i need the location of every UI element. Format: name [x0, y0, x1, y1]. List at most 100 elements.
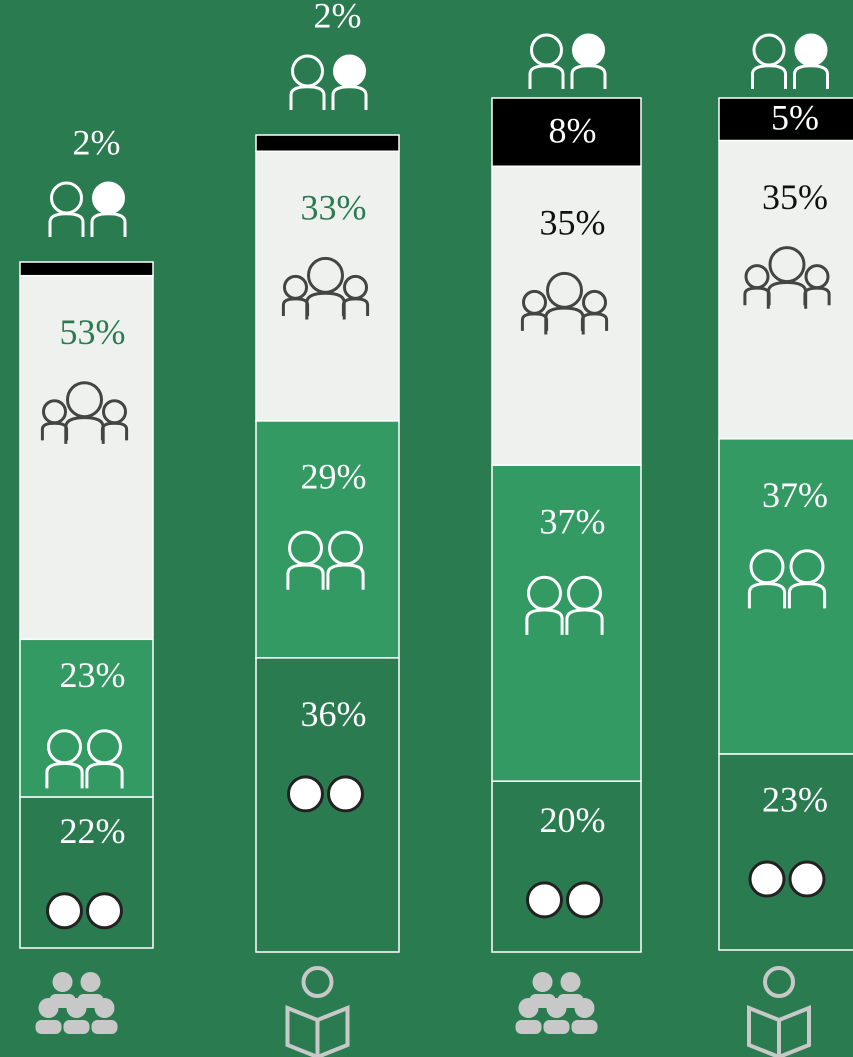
icon-head: [291, 54, 324, 88]
category-icon: [285, 966, 350, 1057]
icon-head: [518, 998, 539, 1018]
icon: [525, 575, 604, 635]
icon-body: [100, 421, 129, 441]
value-label: 37%: [540, 501, 606, 541]
bar-segment: [718, 139, 853, 440]
bar-segment: [718, 97, 853, 142]
icon-body: [747, 582, 787, 609]
icon-body: [91, 1020, 118, 1034]
icon-head: [301, 966, 334, 998]
icon: [286, 530, 365, 590]
icon: [46, 892, 123, 930]
bar-segment: [491, 165, 642, 466]
icon-head: [92, 181, 125, 215]
icon-body: [85, 762, 124, 789]
icon-body: [64, 416, 105, 444]
icon-head: [66, 998, 87, 1018]
icon-body: [331, 85, 368, 110]
icon-body: [289, 85, 326, 110]
icon: [520, 271, 609, 335]
icon-book: [285, 1005, 350, 1057]
icon-body: [766, 280, 808, 309]
icon-body: [565, 608, 604, 635]
value-label: 33%: [301, 188, 367, 228]
icon-body: [528, 64, 565, 89]
icon-face: [46, 892, 83, 930]
icon-body: [793, 64, 829, 89]
icon: [743, 246, 831, 309]
value-label: 37%: [762, 475, 828, 515]
icon-body: [580, 312, 609, 331]
icon-face: [748, 860, 786, 898]
icon-face: [287, 775, 324, 813]
icon-face: [566, 881, 603, 919]
icon: [287, 775, 364, 813]
icon-body: [35, 1020, 62, 1034]
bar-segment: [255, 134, 400, 153]
icon: [751, 33, 829, 89]
icon: [748, 860, 826, 898]
icon-body: [515, 1020, 542, 1034]
value-label: 20%: [540, 800, 606, 840]
icon-body: [48, 212, 85, 237]
icon-body: [544, 306, 585, 335]
icon-head: [333, 54, 366, 88]
icon: [45, 729, 124, 789]
bar-segment: [255, 150, 400, 422]
bar-segment: [19, 274, 154, 641]
icon: [528, 33, 607, 89]
icon-head: [532, 972, 553, 992]
icon-head: [794, 33, 828, 67]
bar-segment: [255, 657, 400, 953]
icon-body: [90, 212, 127, 237]
icon: [747, 549, 827, 609]
icon-head: [546, 998, 567, 1018]
value-label: 53%: [60, 312, 126, 352]
icon-head: [752, 33, 786, 67]
icon-head: [94, 998, 115, 1018]
bar-segment: [19, 796, 154, 949]
icon-head: [38, 998, 59, 1018]
icon: [289, 54, 368, 110]
icon-face: [788, 860, 826, 898]
icon-head: [80, 972, 101, 992]
value-label: 35%: [540, 203, 606, 243]
icon-head: [50, 181, 83, 215]
icon-body: [286, 563, 325, 590]
icon-body: [326, 563, 365, 590]
value-label: 36%: [301, 694, 367, 734]
icon: [526, 881, 603, 919]
icon-body: [570, 64, 607, 89]
value-label: 2%: [314, 0, 362, 35]
icon-body: [45, 762, 84, 789]
icon-head: [574, 998, 595, 1018]
icon-body: [787, 582, 827, 609]
icon: [48, 181, 127, 237]
icon-body: [751, 64, 787, 89]
icon-body: [63, 1020, 90, 1034]
value-label: 5%: [771, 98, 819, 138]
icon-head: [52, 972, 73, 992]
bar-segment: [491, 780, 642, 953]
icon-face: [86, 892, 123, 930]
icon-head: [560, 972, 581, 992]
value-label: 2%: [73, 122, 121, 162]
icon-body: [803, 286, 831, 306]
icon-body: [571, 1020, 598, 1034]
bar-segment: [255, 420, 400, 659]
icon-body: [305, 291, 346, 320]
icon-body: [543, 1020, 570, 1034]
icon-face: [327, 775, 364, 813]
category-icon: [35, 972, 118, 1034]
icon: [40, 381, 129, 444]
bar-segment: [19, 261, 154, 277]
value-label: 23%: [60, 655, 126, 695]
value-label: 23%: [762, 779, 828, 819]
value-label: 8%: [549, 110, 597, 150]
bar-segment: [718, 753, 853, 951]
icon-book: [747, 1005, 811, 1057]
value-label: 22%: [60, 811, 126, 851]
value-label: 29%: [301, 456, 367, 496]
